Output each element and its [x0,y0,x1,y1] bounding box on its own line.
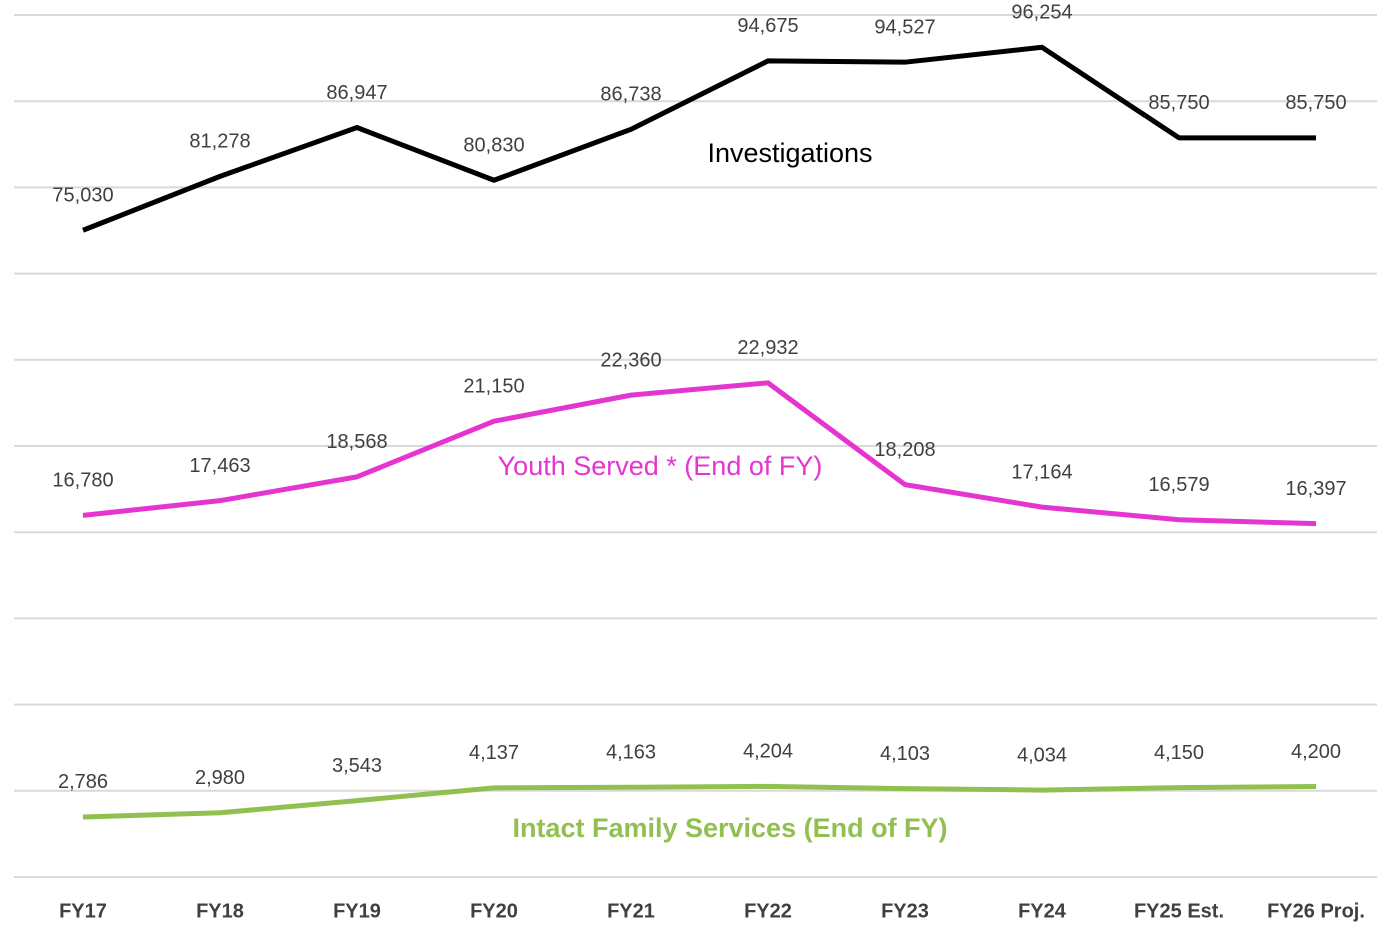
data-label: 94,527 [874,16,935,38]
x-tick-label: FY19 [333,900,381,922]
data-label: 75,030 [52,185,113,207]
data-label: 17,463 [189,455,250,477]
data-label: 18,568 [326,431,387,453]
x-tick-label: FY24 [1018,900,1067,922]
data-label: 80,830 [463,135,524,157]
data-label: 4,204 [743,741,793,763]
data-label: 85,750 [1285,92,1346,114]
data-label: 86,738 [600,84,661,106]
data-label: 4,200 [1291,741,1341,763]
series-line [82,783,1317,820]
data-label: 85,750 [1148,92,1209,114]
x-tick-label: FY20 [470,900,518,922]
data-label: 18,208 [874,439,935,461]
data-label: 2,786 [58,771,108,793]
data-label: 17,164 [1011,461,1072,483]
series-line [82,380,1317,527]
x-tick-label: FY22 [744,900,792,922]
series-name: Youth Served * (End of FY) [498,451,823,481]
x-tick-label: FY23 [881,900,929,922]
data-label: 4,150 [1154,742,1204,764]
x-tick-label: FY18 [196,900,244,922]
x-tick-label: FY26 Proj. [1267,900,1365,922]
data-label: 2,980 [195,767,245,789]
x-tick-label: FY17 [59,900,107,922]
data-label: 16,780 [52,470,113,492]
data-label: 81,278 [189,131,250,153]
data-label: 4,137 [469,742,519,764]
data-label: 22,932 [737,337,798,359]
data-label: 4,163 [606,742,656,764]
series-line [82,44,1316,233]
data-label: 96,254 [1011,2,1072,24]
series-name: Intact Family Services (End of FY) [512,813,947,843]
data-label: 86,947 [326,82,387,104]
data-label: 22,360 [600,349,661,371]
data-label: 3,543 [332,755,382,777]
data-label: 4,034 [1017,744,1067,766]
series-name: Investigations [707,138,872,168]
data-label: 16,579 [1148,474,1209,496]
data-label: 21,150 [463,375,524,397]
data-label: 16,397 [1285,478,1346,500]
data-label: 4,103 [880,743,930,765]
x-tick-label: FY21 [607,900,655,922]
x-tick-label: FY25 Est. [1134,900,1224,922]
data-label: 94,675 [737,15,798,37]
